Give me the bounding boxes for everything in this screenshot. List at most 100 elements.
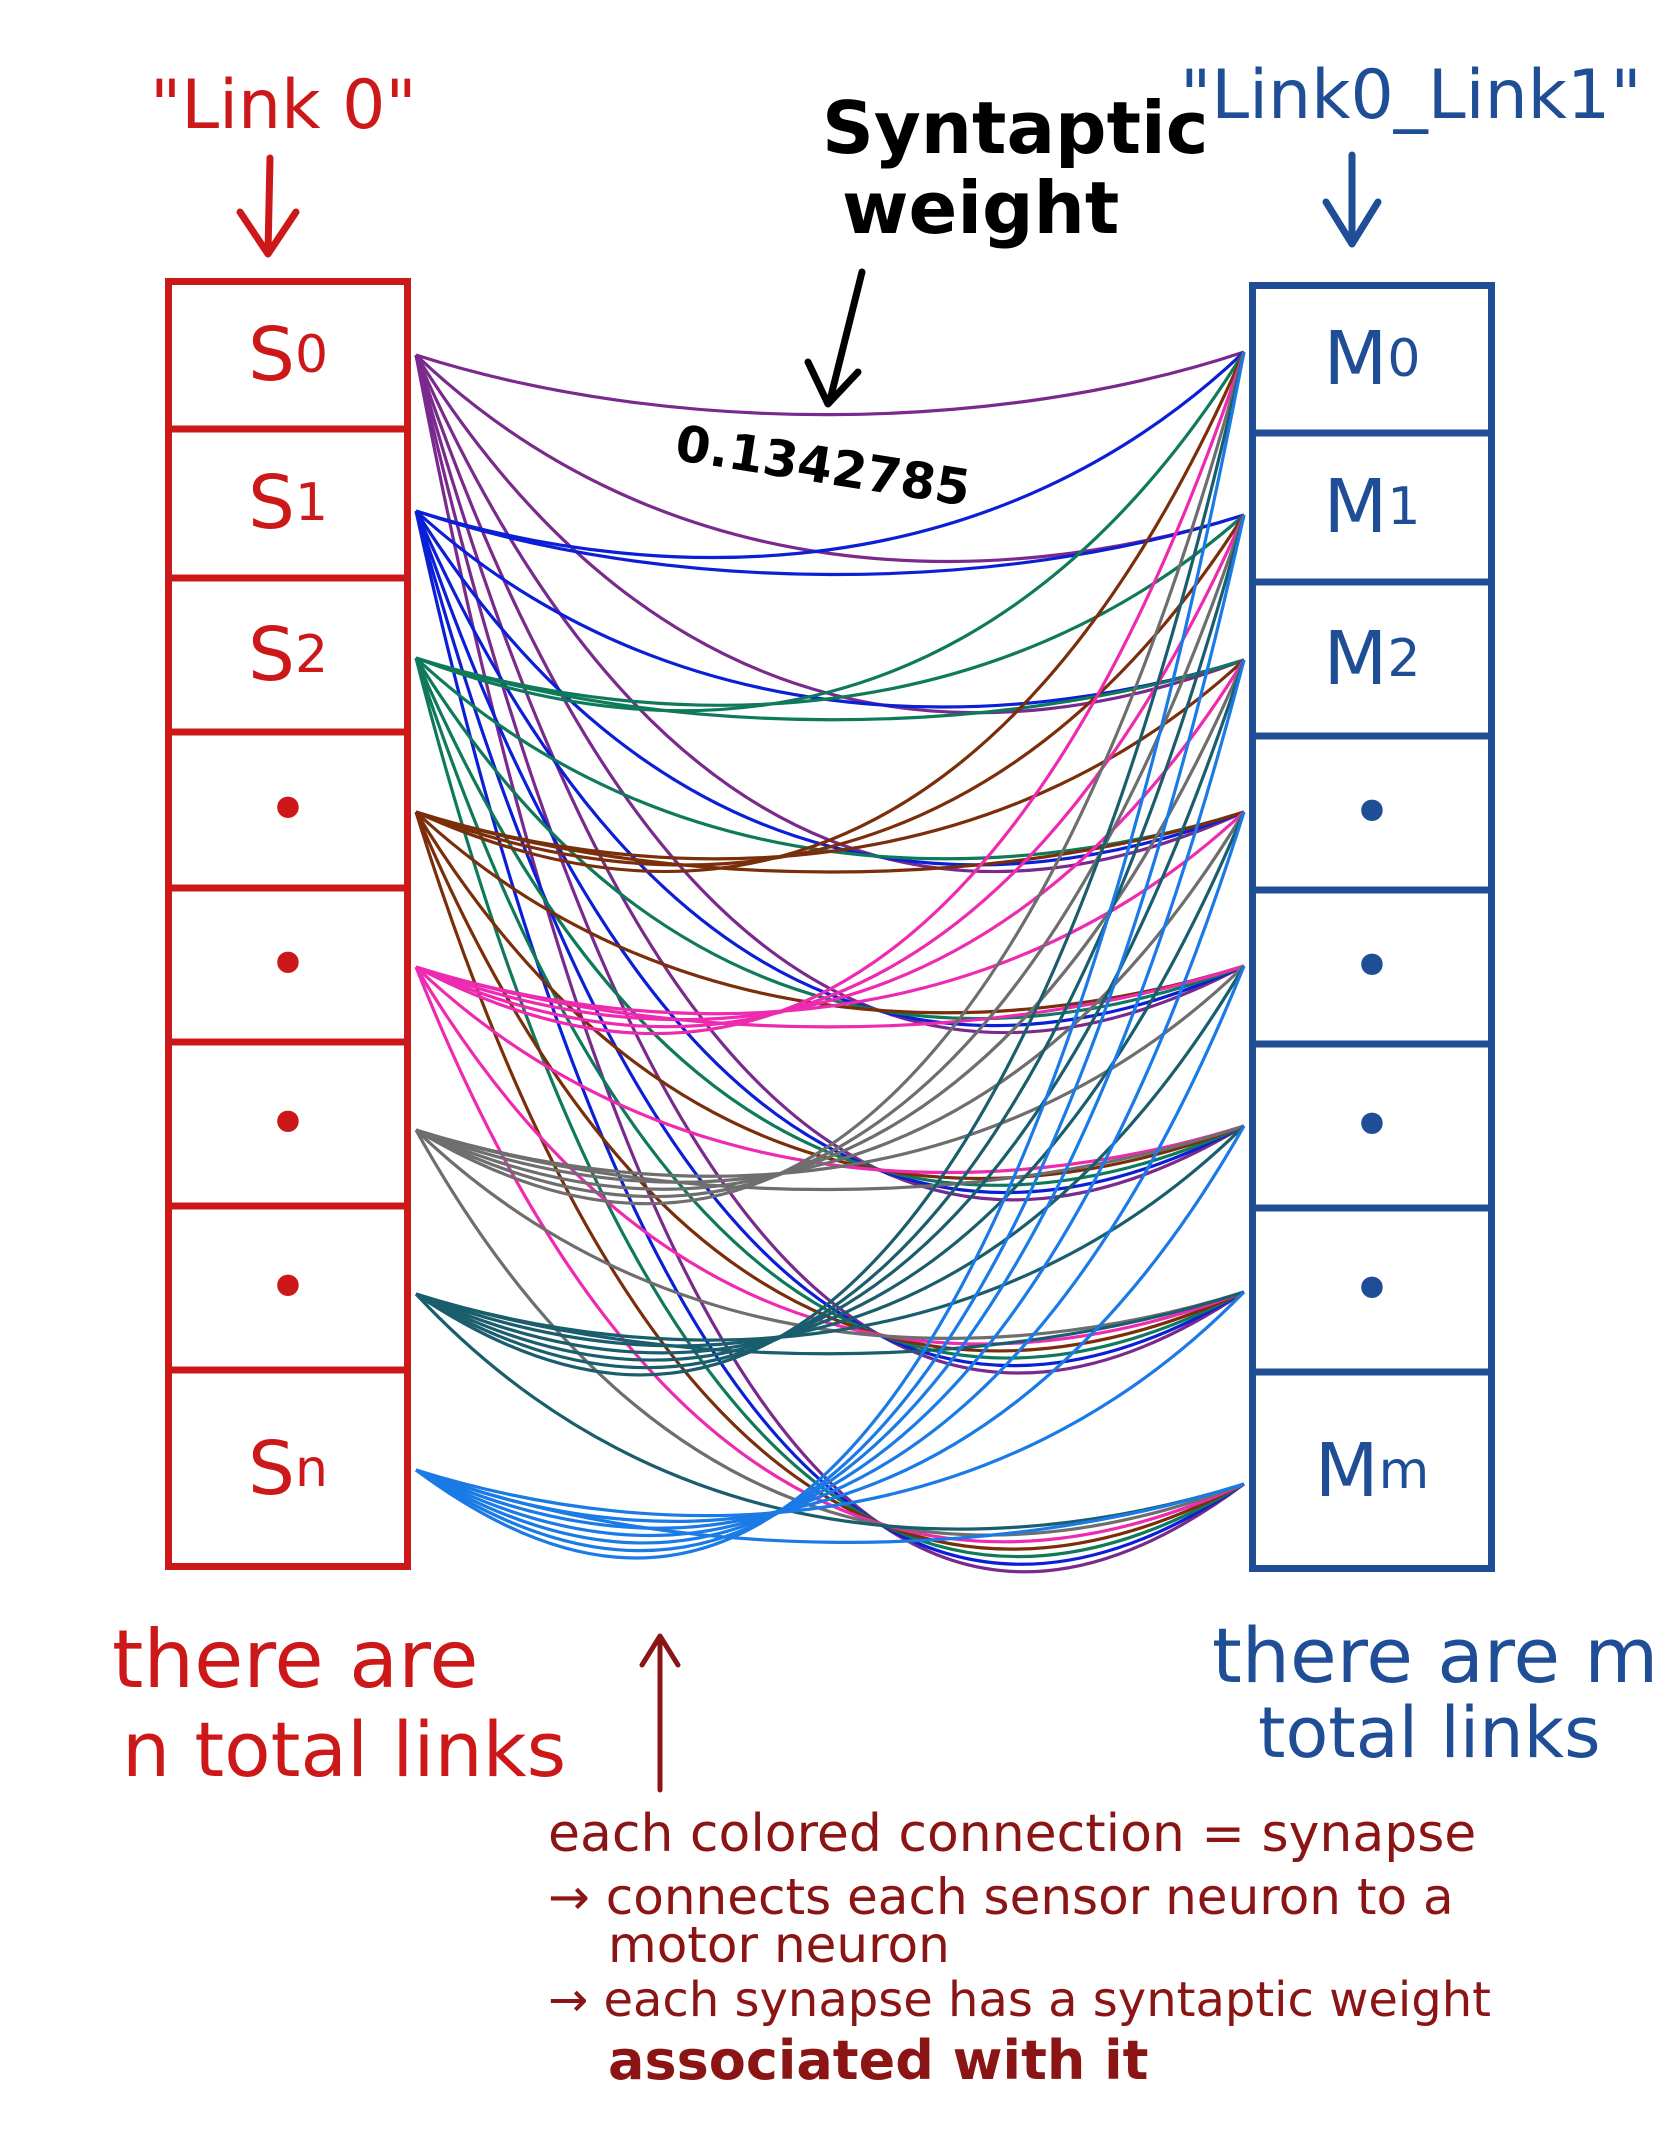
synapse-line — [415, 351, 1246, 1206]
synapse-line — [414, 1129, 1245, 1537]
left-caption-line1: there are — [112, 1613, 479, 1706]
synapse-line — [415, 350, 1245, 417]
synapse-line — [415, 659, 1246, 1191]
cell-sub: 0 — [1387, 329, 1421, 389]
synapse-line — [414, 965, 1245, 1175]
synapse-line — [414, 657, 1245, 1559]
weight-pointer-arrow — [804, 268, 866, 408]
cell-base: • — [266, 1081, 310, 1167]
motor-neuron-dot-4: • — [1256, 1212, 1488, 1368]
synapse-line — [414, 811, 1245, 1180]
synapse-line — [414, 657, 1245, 1360]
cell-base: M — [1323, 316, 1388, 402]
left-link-label: "Link 0" — [150, 66, 417, 145]
motor-neuron-dot-2: • — [1256, 894, 1488, 1040]
right-caption-line1: there are m — [1212, 1611, 1659, 1700]
synapse-connections — [414, 350, 1246, 1574]
synapse-line — [415, 514, 1246, 867]
synapse-line — [414, 966, 1245, 1346]
motor-neuron-column — [1249, 282, 1495, 1572]
synapse-line — [415, 656, 1245, 722]
cell-base: M — [1323, 464, 1388, 550]
cell-base: • — [1350, 1247, 1394, 1333]
synapse-line — [415, 351, 1246, 1377]
right-label-arrow — [1322, 151, 1382, 248]
note-line4: → each synapse has a syntaptic weight — [548, 1972, 1491, 2028]
note-line2: → connects each sensor neuron to a — [548, 1868, 1454, 1926]
note-line1: each colored connection = synapse — [548, 1804, 1477, 1864]
synapse-line — [415, 1290, 1245, 1356]
sensor-neuron-dot-3: • — [172, 1046, 404, 1202]
synapse-line — [415, 509, 1245, 577]
cell-sub: 2 — [294, 625, 329, 685]
synapse-line — [414, 510, 1245, 1368]
cell-base: • — [266, 1245, 310, 1331]
synapse-line — [415, 514, 1246, 1029]
synapse-line — [415, 514, 1246, 1199]
note-line5: associated with it — [608, 2029, 1149, 2092]
cell-dividers — [165, 425, 1495, 1376]
synapse-line — [414, 354, 1245, 874]
synapse-line — [415, 965, 1246, 1348]
motor-neuron-dot-1: • — [1256, 740, 1488, 886]
synapse-line — [414, 811, 1245, 1353]
cell-base: • — [1350, 770, 1394, 856]
weight-label-line1: Syntaptic — [822, 86, 1209, 170]
cell-sub: n — [295, 1439, 328, 1499]
synapse-line — [415, 513, 1246, 707]
weight-label-line2: weight — [842, 166, 1120, 250]
cell-base: S — [248, 1426, 295, 1512]
note-line3: motor neuron — [608, 1916, 950, 1974]
synapse-line — [415, 351, 1246, 874]
synapse-line — [415, 659, 1246, 1362]
annotation-arrows — [236, 151, 1382, 1793]
cell-base: • — [1350, 924, 1394, 1010]
synapse-line — [415, 351, 1246, 713]
synapse-line — [414, 354, 1245, 1202]
synapse-line — [415, 1124, 1245, 1192]
cell-base: • — [266, 767, 310, 853]
synapse-line — [415, 964, 1245, 1029]
synapse-line — [415, 965, 1246, 1530]
synapse-line — [414, 354, 1245, 715]
synapse-line — [415, 350, 1246, 560]
synapse-line — [415, 514, 1246, 1553]
sensor-neuron-dot-1: • — [172, 736, 404, 884]
right-link-label: "Link0_Link1" — [1180, 56, 1642, 135]
synapse-line — [414, 657, 1245, 1187]
synapse-line — [415, 811, 1246, 1538]
left-label-arrow — [236, 154, 300, 258]
note-pointer-arrow — [639, 1633, 681, 1793]
cell-base: • — [1350, 1083, 1394, 1169]
cell-base: S — [247, 312, 295, 398]
cell-base: M — [1314, 1428, 1379, 1514]
synapse-line — [415, 1290, 1246, 1518]
synapse-line — [415, 351, 1246, 1036]
cell-sub: 2 — [1387, 629, 1421, 689]
synapse-line — [415, 514, 1246, 1370]
cell-sub: m — [1378, 1441, 1430, 1501]
left-caption-line2: n total links — [122, 1705, 567, 1794]
right-caption-line2: total links — [1258, 1692, 1601, 1774]
synapse-line — [415, 811, 1246, 1355]
synapse-line — [415, 811, 1246, 1184]
synapse-line — [414, 510, 1245, 1195]
cell-sub: 1 — [1387, 477, 1421, 537]
sensor-neuron-dot-4: • — [172, 1210, 404, 1366]
cell-base: S — [247, 612, 295, 698]
synapse-line — [414, 510, 1245, 1566]
cell-base: M — [1323, 616, 1388, 702]
cell-sub: 0 — [294, 325, 329, 385]
cell-base: S — [247, 460, 295, 546]
synapse-line — [415, 1468, 1245, 1544]
cell-sub: 1 — [294, 473, 329, 533]
